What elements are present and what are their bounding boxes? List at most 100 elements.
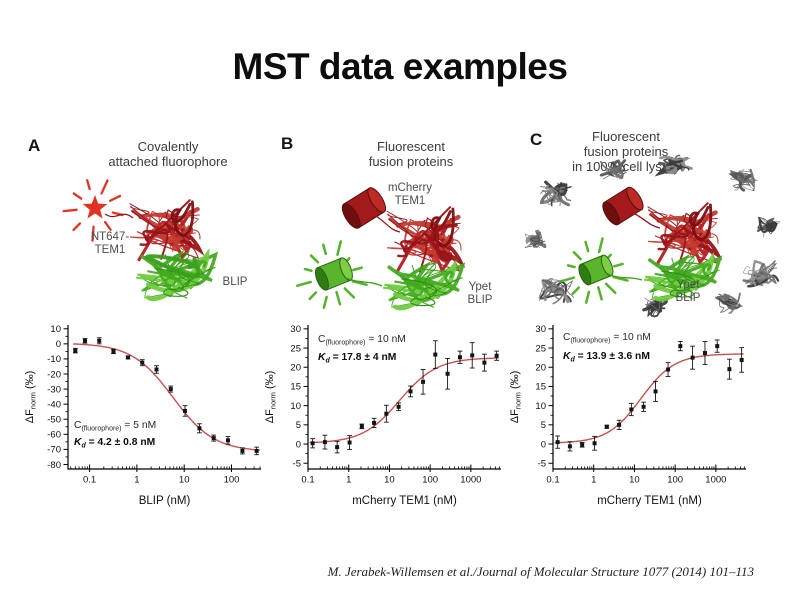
panel-a-illustration bbox=[62, 179, 219, 301]
marker bbox=[225, 438, 230, 443]
marker bbox=[629, 407, 634, 412]
x-tick-label: 100 bbox=[667, 475, 683, 486]
panel-a-title: Covalently attached fluorophore bbox=[68, 139, 268, 169]
x-tick-label: 0.1 bbox=[83, 475, 96, 486]
fluorophore-star-icon bbox=[82, 195, 108, 219]
y-tick-label: 25 bbox=[290, 343, 301, 354]
data-point bbox=[139, 359, 145, 367]
lysate-protein bbox=[539, 180, 572, 207]
panel-b-title-line: Fluorescent bbox=[377, 139, 445, 154]
data-point bbox=[628, 402, 634, 417]
tem1-protein bbox=[129, 199, 205, 262]
data-point bbox=[96, 337, 102, 345]
fit-curve bbox=[554, 353, 744, 444]
lysate-protein bbox=[642, 297, 668, 318]
marker bbox=[310, 441, 315, 446]
lysate-protein bbox=[599, 159, 627, 180]
marker bbox=[470, 353, 475, 358]
data-point bbox=[567, 441, 573, 452]
marker bbox=[335, 445, 340, 450]
x-axis-label: BLIP (nM) bbox=[139, 495, 191, 507]
annotation-concentration: C(fluorophore) = 10 nM bbox=[318, 334, 406, 347]
y-tick-label: 15 bbox=[535, 382, 546, 393]
mcherry-tem1-label: mCherry TEM1 bbox=[387, 182, 433, 207]
y-axis-label: ΔFnorm (‰) bbox=[24, 371, 38, 424]
y-tick-label: 20 bbox=[535, 363, 546, 374]
marker bbox=[739, 357, 744, 362]
tem1-protein bbox=[647, 202, 723, 267]
panel-a-letter: A bbox=[28, 136, 41, 155]
data-point bbox=[111, 348, 116, 355]
data-point bbox=[677, 341, 683, 352]
marker bbox=[73, 348, 78, 353]
marker bbox=[126, 355, 131, 360]
lysate-protein bbox=[654, 154, 693, 177]
y-tick-label: -80 bbox=[47, 460, 61, 471]
panel-b-chart: 30 25 20 15 10 5 0 -50.1 1 10 100 1000 ΔFnorm (‰) mCh… bbox=[264, 324, 501, 507]
marker bbox=[604, 424, 609, 429]
data-point bbox=[154, 365, 159, 374]
data-point bbox=[726, 358, 732, 380]
marker bbox=[555, 440, 560, 445]
y-tick-label: 30 bbox=[290, 324, 301, 335]
panel-b-title: Fluorescent fusion proteins bbox=[311, 139, 511, 169]
data-point bbox=[457, 350, 463, 364]
marker bbox=[433, 352, 438, 357]
panel-b-illustration bbox=[296, 187, 466, 311]
marker bbox=[82, 338, 87, 343]
linker bbox=[375, 215, 401, 233]
marker bbox=[727, 367, 732, 372]
y-tick-label: 10 bbox=[535, 401, 546, 412]
x-tick-label: 0.1 bbox=[546, 475, 559, 486]
data-point bbox=[182, 405, 188, 417]
marker bbox=[240, 448, 245, 453]
x-tick-label: 100 bbox=[224, 475, 240, 486]
x-tick-label: 1000 bbox=[705, 475, 726, 486]
fluorescence-rays bbox=[62, 179, 124, 242]
y-axis-label: ΔFnorm (‰) bbox=[509, 371, 523, 424]
annotation-kd: Kd = 13.9 ± 3.6 nM bbox=[563, 351, 650, 364]
linker bbox=[104, 213, 134, 219]
data-point bbox=[334, 440, 340, 454]
data-point bbox=[383, 404, 389, 423]
marker bbox=[211, 436, 216, 441]
data-point bbox=[125, 355, 131, 360]
marker bbox=[97, 338, 102, 343]
marker bbox=[445, 371, 450, 376]
lysate-protein bbox=[524, 229, 547, 249]
y-tick-label: 0 bbox=[56, 339, 61, 350]
data-point bbox=[616, 419, 622, 430]
marker bbox=[690, 355, 695, 360]
panel-c-title: Fluorescent fusion proteins in 100% cell… bbox=[531, 129, 721, 174]
marker bbox=[372, 420, 377, 425]
data-point bbox=[322, 434, 328, 450]
marker bbox=[653, 389, 658, 394]
x-axis-label: mCherry TEM1 (nM) bbox=[597, 495, 702, 507]
marker bbox=[154, 367, 159, 372]
lysate-protein bbox=[538, 278, 575, 305]
panel-a-title-line: attached fluorophore bbox=[108, 154, 228, 169]
y-tick-label: 0 bbox=[296, 439, 301, 450]
marker bbox=[254, 448, 259, 453]
y-tick-label: 20 bbox=[290, 363, 301, 374]
annotation-kd: Kd = 17.8 ± 4 nM bbox=[318, 352, 396, 365]
fit-curve bbox=[73, 343, 261, 451]
data-point bbox=[641, 401, 647, 412]
marker bbox=[396, 404, 401, 409]
y-tick-label: -60 bbox=[47, 430, 61, 441]
marker bbox=[702, 351, 707, 356]
x-tick-label: 10 bbox=[629, 475, 640, 486]
fluorescence-rays bbox=[296, 240, 368, 309]
y-tick-label: 10 bbox=[290, 401, 301, 412]
data-point bbox=[494, 350, 500, 361]
marker bbox=[457, 355, 462, 360]
linker bbox=[634, 213, 661, 229]
y-tick-label: 5 bbox=[296, 420, 301, 431]
y-tick-label: -10 bbox=[47, 354, 61, 365]
x-axis-label: mCherry TEM1 (nM) bbox=[352, 495, 457, 507]
lysate-protein bbox=[715, 292, 743, 315]
data-point bbox=[702, 341, 708, 366]
mcherry-fluorophore-icon bbox=[602, 186, 644, 226]
marker bbox=[347, 440, 352, 445]
